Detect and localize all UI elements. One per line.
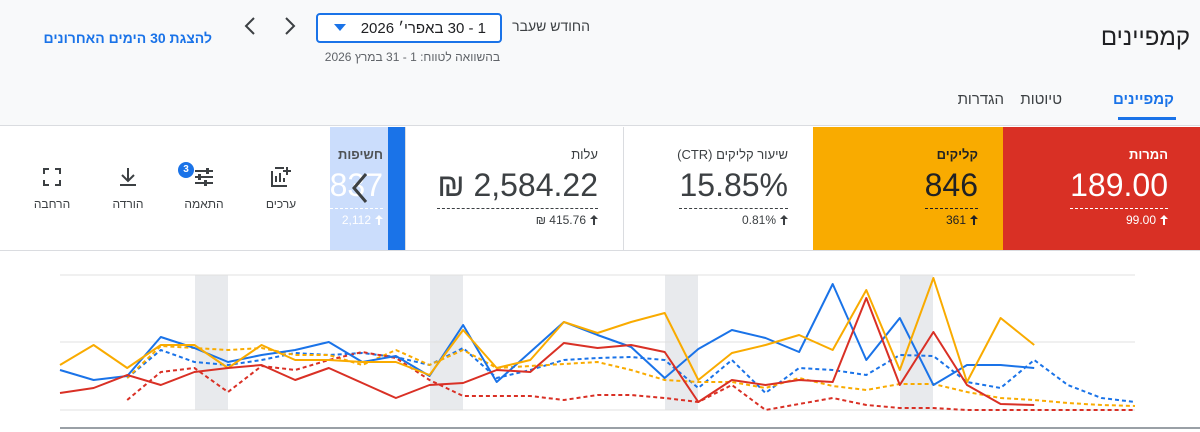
- tool-button[interactable]: ערכים: [246, 165, 316, 211]
- up-arrow: [375, 215, 383, 225]
- dropdown-arrow: [334, 24, 346, 31]
- icon: [120, 168, 136, 186]
- date-range: 1 - 30 באפרי׳ 2026: [360, 20, 486, 37]
- up-arrow: [590, 215, 598, 225]
- up-arrow: [780, 215, 788, 225]
- metric-label: שיעור קליקים (CTR): [677, 147, 788, 162]
- metric-label: קליקים: [936, 147, 978, 162]
- tool-label: הרחבה: [33, 197, 71, 211]
- tab[interactable]: טיוטות: [1020, 91, 1062, 108]
- tab[interactable]: קמפיינים: [1112, 91, 1174, 108]
- date-dropdown[interactable]: 1 - 30 באפרי׳ 2026: [316, 13, 502, 43]
- metric-color-strip: [388, 127, 405, 250]
- up-arrow: [1160, 215, 1168, 225]
- tool-button[interactable]: הרחבה: [17, 165, 87, 211]
- comparison-line: [126, 345, 1136, 407]
- icon: [195, 168, 213, 186]
- icon: [43, 168, 61, 186]
- tool-button[interactable]: התאמה: [169, 165, 239, 211]
- page-title: קמפיינים: [1100, 24, 1190, 51]
- tool-label: הורדה: [112, 197, 144, 211]
- metric-label: חשיפות: [338, 147, 383, 162]
- delta-text: 99.00: [1125, 213, 1156, 227]
- metric-value: 189.00: [1070, 167, 1168, 209]
- metric-delta: 361: [946, 213, 978, 227]
- metric-label: המרות: [1129, 147, 1168, 162]
- badge: 3: [178, 162, 194, 178]
- delta-text: ₪ 415.76: [535, 213, 586, 227]
- last-30-link[interactable]: להצגת 30 הימים האחרונים: [43, 30, 212, 46]
- tool-label: התאמה: [184, 197, 224, 211]
- metric-value: 15.85%: [679, 167, 788, 209]
- up-arrow: [970, 215, 978, 225]
- metric-delta: 2,112: [342, 213, 383, 227]
- scroll-left[interactable]: [346, 170, 374, 206]
- series-line: [59, 297, 1035, 406]
- metric-value: ₪ 2,584.22: [437, 167, 598, 209]
- delta-text: 2,112: [341, 213, 371, 227]
- metric-card[interactable]: קליקים 846 361: [813, 127, 1003, 250]
- icon: [271, 167, 291, 187]
- metric-delta: 99.00: [1126, 213, 1168, 227]
- metric-delta: 0.81%: [742, 213, 788, 227]
- delta-text: 361: [945, 213, 966, 227]
- metric-card[interactable]: שיעור קליקים (CTR) 15.85% 0.81%: [623, 127, 813, 250]
- comparison-line: [126, 351, 1135, 411]
- period-label: החודש שעבר: [512, 18, 590, 34]
- series-line: [59, 283, 1035, 386]
- divider: [0, 250, 1200, 251]
- metric-card[interactable]: עלות ₪ 2,584.22 ₪ 415.76: [405, 127, 623, 250]
- metric-label: עלות: [571, 147, 598, 162]
- tool-label: ערכים: [265, 197, 297, 211]
- series-line: [59, 277, 1035, 383]
- metric-delta: ₪ 415.76: [536, 213, 598, 227]
- tool-button[interactable]: הורדה: [93, 165, 163, 211]
- tab-indicator: [1118, 117, 1176, 120]
- metric-value: 846: [924, 167, 978, 209]
- tab[interactable]: הגדרות: [957, 91, 1004, 108]
- header: קמפיינים החודש שעבר 1 - 30 באפרי׳ 2026 ב…: [0, 0, 1200, 126]
- metric-card[interactable]: המרות 189.00 99.00: [1003, 127, 1200, 250]
- date-nav[interactable]: [240, 14, 300, 38]
- delta-text: 0.81%: [741, 213, 776, 227]
- comparison-range: בהשוואה לטווח: 1 - 31 במרץ 2026: [324, 50, 500, 64]
